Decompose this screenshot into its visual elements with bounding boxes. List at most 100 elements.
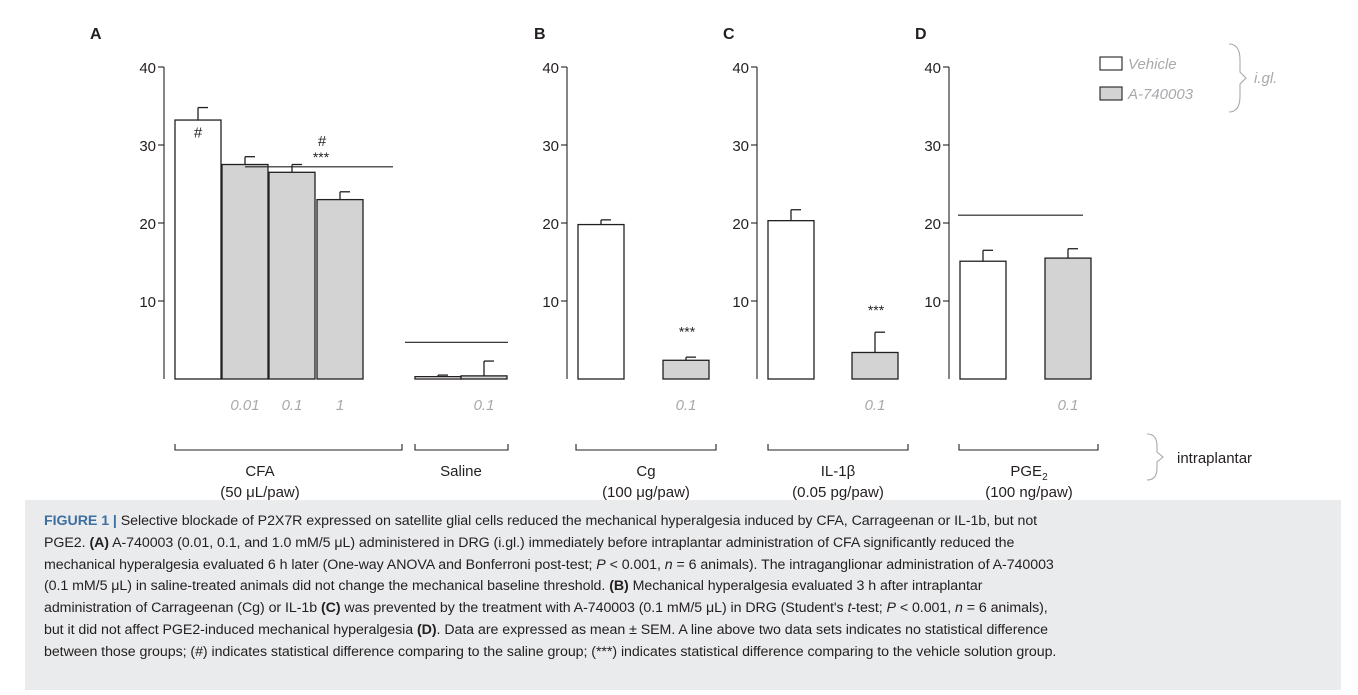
caption-segment: = 6 animals),: [962, 600, 1048, 617]
intraplantar-brace: [1146, 433, 1164, 481]
bar: [316, 198, 364, 380]
y-tick-label: 40: [732, 60, 749, 77]
caption-segment: mechanical hyperalgesia evaluated 6 h la…: [44, 556, 597, 573]
y-tick-label: 10: [732, 294, 749, 311]
bar: [174, 119, 222, 380]
caption-segment: n: [664, 556, 673, 573]
annotation-hash: #: [194, 124, 203, 141]
caption-text: FIGURE 1 | Selective blockade of P2X7R e…: [44, 511, 1329, 664]
panel-letter: A: [90, 26, 102, 43]
dose-label: 0.01: [230, 397, 259, 414]
legend-swatch: [1099, 56, 1123, 71]
group-bracket: [174, 444, 403, 451]
y-tick-label: 30: [542, 138, 559, 155]
y-tick-label: 40: [924, 60, 941, 77]
dose-label: 1: [336, 397, 344, 414]
group-name: Cg: [636, 463, 655, 480]
route-label-intraplantar: intraplantar: [1177, 450, 1252, 467]
y-tick-label: 10: [924, 294, 941, 311]
dose-label: 0.1: [865, 397, 886, 414]
group-detail: (100 ng/paw): [985, 484, 1073, 501]
panel-c: C 10 20 30 40 0.1 *** IL-1β (0.05 pg/paw): [723, 26, 909, 501]
y-tick-label: 20: [542, 216, 559, 233]
dose-label: 0.1: [474, 397, 495, 414]
y-tick-label: 10: [139, 294, 156, 311]
panel-letter: C: [723, 26, 735, 43]
legend-brace: [1228, 43, 1247, 113]
caption-segment: A-740003 (0.01, 0.1, and 1.0 mM/5 μL) ad…: [108, 534, 1015, 551]
caption-segment: < 0.001,: [895, 600, 955, 617]
y-tick-label: 30: [924, 138, 941, 155]
dose-label: 0.1: [676, 397, 697, 414]
group-name: IL-1β: [821, 463, 856, 480]
panel-b: B 10 20 30 40 0.1 *** Cg (100 μg/paw): [534, 26, 717, 501]
caption-segment: administration of Carrageenan (Cg) or IL…: [44, 600, 321, 617]
figure-caption: FIGURE 1 | Selective blockade of P2X7R e…: [25, 500, 1341, 690]
chart-legend: Vehicle A-740003 i.gl.: [1099, 43, 1277, 113]
caption-segment: -test;: [851, 600, 887, 617]
group-bracket: [414, 444, 509, 451]
legend-label: Vehicle: [1128, 56, 1177, 73]
group-bracket: [767, 444, 909, 451]
caption-segment: (A): [89, 534, 109, 551]
y-tick-label: 20: [139, 216, 156, 233]
bar: [767, 220, 815, 380]
group-detail: (0.05 pg/paw): [792, 484, 884, 501]
caption-segment: but it did not affect PGE2-induced mecha…: [44, 621, 417, 638]
bar: [1044, 257, 1092, 380]
caption-segment: (C): [320, 600, 341, 617]
group-name: PGE2: [1010, 463, 1048, 483]
legend-label: A-740003: [1127, 86, 1194, 103]
dose-label: 0.1: [282, 397, 303, 414]
group-name: Saline: [440, 463, 482, 480]
group-bracket: [958, 444, 1099, 451]
panel-d: D 10 20 30 40 0.1 PGE2(100 ng/paw): [915, 26, 1099, 501]
caption-segment: Mechanical hyperalgesia evaluated 3 h af…: [628, 578, 983, 595]
annotation-stars: ***: [679, 323, 696, 339]
caption-segment: between those groups; (#) indicates stat…: [44, 643, 1057, 660]
bar: [577, 223, 625, 380]
y-tick-label: 30: [732, 138, 749, 155]
annotation-stars: ***: [313, 149, 330, 165]
legend-swatch: [1099, 86, 1123, 101]
bar: [268, 171, 316, 380]
group-detail: (100 μg/paw): [602, 484, 690, 501]
y-tick-label: 30: [139, 138, 156, 155]
group-detail: (50 μL/paw): [220, 484, 300, 501]
caption-segment: n: [955, 600, 963, 617]
annotation-stars: ***: [868, 302, 885, 318]
caption-label: FIGURE 1 |: [44, 513, 121, 529]
caption-segment: t: [847, 600, 852, 617]
dose-label: 0.1: [1058, 397, 1079, 414]
caption-segment: was prevented by the treatment with A-74…: [340, 600, 848, 617]
panel-letter: B: [534, 26, 546, 43]
caption-segment: (B): [609, 578, 629, 595]
bar: [851, 351, 899, 380]
bar: [959, 260, 1007, 380]
group-name-subscript: 2: [1042, 472, 1048, 483]
caption-segment: < 0.001,: [605, 556, 665, 573]
caption-segment: Selective blockade of P2X7R expressed on…: [120, 513, 1038, 529]
caption-segment: = 6 animals). The intraganglionar admini…: [672, 556, 1054, 573]
y-tick-label: 20: [732, 216, 749, 233]
panel-letter: D: [915, 26, 927, 43]
caption-segment: (D): [417, 621, 437, 638]
y-tick-label: 20: [924, 216, 941, 233]
route-label-igl: i.gl.: [1254, 70, 1277, 87]
bar: [414, 376, 462, 380]
y-tick-label: 40: [139, 60, 156, 77]
y-tick-label: 10: [542, 294, 559, 311]
caption-segment: (0.1 mM/5 μL) in saline-treated animals …: [44, 578, 610, 595]
group-name: CFA: [245, 463, 274, 480]
caption-segment: P: [596, 556, 606, 573]
bar: [221, 163, 269, 380]
caption-segment: P: [886, 600, 896, 617]
caption-segment: PGE2.: [44, 534, 90, 551]
bar: [460, 375, 508, 380]
y-tick-label: 40: [542, 60, 559, 77]
group-bracket: [575, 444, 717, 451]
caption-segment: . Data are expressed as mean ± SEM. A li…: [436, 621, 1049, 638]
annotation-hash: #: [318, 133, 327, 150]
